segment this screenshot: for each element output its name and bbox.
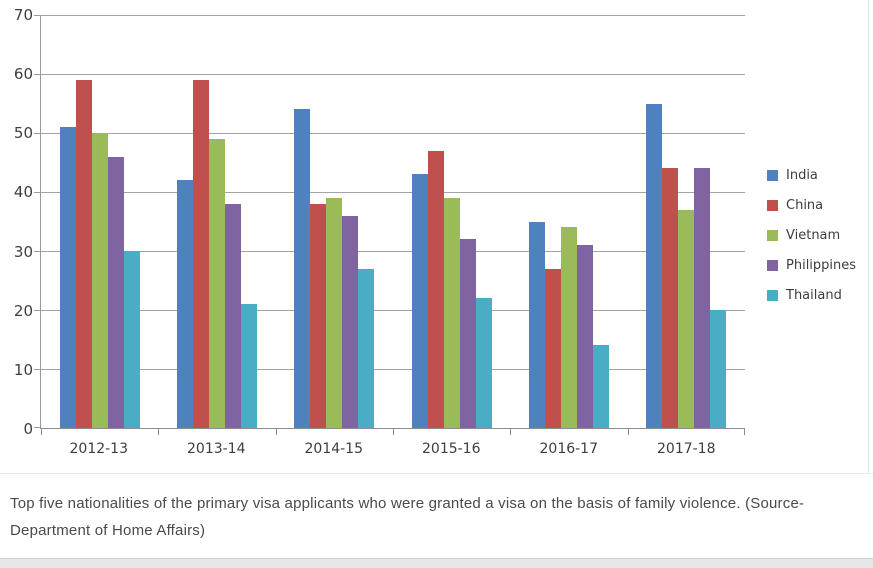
- bar-philippines-2015-16: [459, 239, 476, 428]
- bar-thailand-2015-16: [475, 298, 492, 428]
- gridline-20: [41, 310, 745, 312]
- legend-item-thailand: Thailand: [767, 280, 856, 310]
- x-tick-label-2016-17: 2016-17: [539, 441, 599, 457]
- bar-china-2013-14: [192, 79, 209, 428]
- y-tick-label-70: 70: [13, 6, 33, 24]
- legend-label: Philippines: [786, 257, 857, 273]
- y-axis-tick-20: [34, 310, 41, 312]
- y-axis-labels: 0 10 20 30 40 50 60 70: [0, 0, 33, 440]
- next-section-edge: [0, 558, 873, 568]
- legend-swatch-icon: [767, 169, 778, 181]
- bar-vietnam-2012-13: [91, 133, 108, 428]
- y-axis-tick-40: [34, 192, 41, 194]
- y-axis-tick-70: [34, 15, 41, 16]
- x-axis-tick-5: [627, 428, 629, 435]
- bar-india-2014-15: [294, 109, 311, 428]
- y-tick-label-20: 20: [13, 301, 33, 320]
- bar-thailand-2014-15: [358, 268, 375, 428]
- x-axis-tick-6: [744, 428, 745, 435]
- legend-item-vietnam: Vietnam: [767, 220, 856, 250]
- gridline-70: [41, 15, 745, 16]
- bar-group-2015-16: [393, 15, 510, 428]
- gridline-50: [41, 133, 745, 134]
- y-axis-tick-50: [34, 133, 41, 134]
- bar-group-2014-15: [276, 15, 393, 428]
- gridline-60: [41, 74, 745, 75]
- legend-swatch-icon: [767, 199, 778, 211]
- section-divider: [0, 473, 873, 474]
- legend-label: Thailand: [786, 287, 842, 303]
- x-tick-label-2017-18: 2017-18: [657, 441, 716, 457]
- y-axis-tick-10: [34, 369, 41, 371]
- x-tick-label-2013-14: 2013-14: [187, 441, 246, 457]
- bar-india-2017-18: [646, 103, 663, 428]
- bar-india-2016-17: [528, 221, 545, 428]
- bar-china-2015-16: [427, 150, 444, 428]
- x-axis-tick-1: [158, 428, 160, 435]
- x-axis-tick-0: [41, 428, 42, 435]
- bar-philippines-2016-17: [576, 245, 593, 428]
- x-axis-tick-3: [393, 428, 394, 435]
- bar-vietnam-2016-17: [560, 227, 577, 428]
- bar-chart: 0 10 20 30 40 50 60 70 2012-13 2013-14 2014-15 201…: [0, 0, 857, 463]
- bar-group-2012-13: [41, 15, 158, 428]
- legend: India China Vietnam Philippines Thailand: [767, 160, 856, 310]
- y-tick-label-60: 60: [13, 65, 33, 84]
- legend-item-china: China: [767, 190, 856, 220]
- plot-area: [34, 15, 745, 435]
- bar-vietnam-2013-14: [208, 138, 225, 428]
- legend-label: Vietnam: [786, 227, 841, 243]
- bar-india-2013-14: [176, 180, 193, 428]
- card-right-border: [868, 0, 869, 474]
- bar-thailand-2017-18: [710, 310, 727, 428]
- y-tick-label-50: 50: [13, 124, 33, 143]
- bar-china-2012-13: [75, 79, 92, 428]
- gridline-40: [41, 192, 745, 194]
- y-axis-tick-60: [34, 74, 41, 75]
- y-tick-label-0: 0: [23, 420, 33, 438]
- bar-china-2016-17: [544, 268, 561, 428]
- bar-vietnam-2014-15: [326, 197, 343, 428]
- chart-caption: Top five nationalities of the primary vi…: [10, 495, 805, 539]
- y-tick-label-30: 30: [13, 242, 33, 261]
- gridline-30: [41, 251, 745, 252]
- x-axis-tick-2: [275, 428, 277, 435]
- x-axis-labels: 2012-13 2013-14 2014-15 2015-16 2016-17 2017-…: [40, 441, 745, 463]
- bar-vietnam-2017-18: [678, 209, 695, 428]
- legend-label: China: [786, 197, 824, 213]
- bar-group-2017-18: [628, 15, 745, 428]
- bar-group-2016-17: [510, 15, 627, 428]
- legend-swatch-icon: [767, 229, 778, 241]
- gridline-10: [41, 369, 745, 371]
- bar-thailand-2012-13: [123, 251, 140, 428]
- y-tick-label-10: 10: [13, 360, 33, 379]
- bar-philippines-2017-18: [694, 168, 711, 428]
- x-axis-tick-4: [510, 428, 512, 435]
- x-tick-label-2012-13: 2012-13: [69, 441, 129, 457]
- legend-swatch-icon: [767, 259, 778, 271]
- y-axis-tick-30: [34, 251, 41, 252]
- bar-thailand-2016-17: [592, 345, 609, 428]
- bar-china-2014-15: [310, 203, 327, 428]
- legend-item-philippines: Philippines: [767, 250, 856, 280]
- y-axis-tick-0: [34, 427, 41, 428]
- legend-item-india: India: [767, 160, 856, 190]
- bar-thailand-2013-14: [240, 304, 257, 428]
- bar-vietnam-2015-16: [443, 197, 460, 428]
- bar-india-2015-16: [411, 174, 428, 428]
- bar-philippines-2014-15: [342, 215, 359, 428]
- bar-china-2017-18: [662, 168, 679, 428]
- bar-group-2013-14: [158, 15, 275, 428]
- x-tick-label-2014-15: 2014-15: [304, 441, 364, 457]
- legend-label: India: [786, 167, 818, 183]
- bar-groups: [41, 15, 745, 428]
- bar-philippines-2012-13: [107, 156, 124, 428]
- bar-india-2012-13: [59, 127, 76, 428]
- legend-swatch-icon: [767, 289, 778, 301]
- y-tick-label-40: 40: [13, 183, 33, 202]
- x-tick-label-2015-16: 2015-16: [422, 441, 481, 457]
- bar-philippines-2013-14: [224, 203, 241, 428]
